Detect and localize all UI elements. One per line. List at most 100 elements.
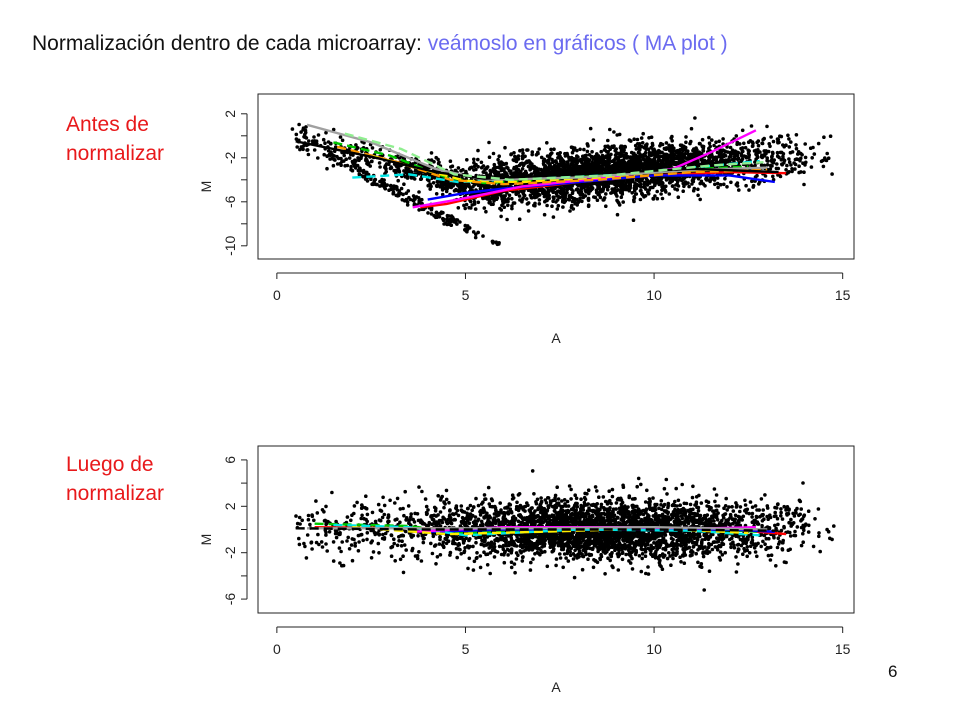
data-point: [797, 164, 801, 168]
data-point: [778, 134, 782, 138]
data-point: [306, 152, 311, 157]
data-point: [476, 230, 481, 235]
data-point: [824, 158, 829, 163]
y-tick-label: -6: [222, 195, 238, 208]
data-point: [596, 192, 600, 197]
data-point: [734, 134, 739, 138]
data-point: [681, 189, 685, 193]
data-point: [646, 192, 651, 196]
data-point: [710, 162, 714, 167]
data-point: [636, 146, 641, 150]
data-point: [680, 146, 684, 151]
data-point: [740, 128, 745, 133]
x-tick-label: 15: [835, 287, 851, 303]
data-point: [491, 241, 495, 245]
data-point: [512, 165, 517, 170]
data-point: [787, 137, 791, 141]
data-point: [749, 124, 754, 128]
data-point: [437, 542, 442, 546]
data-point: [469, 186, 473, 191]
data-point: [563, 154, 568, 158]
data-point: [630, 160, 635, 165]
data-point: [647, 136, 651, 140]
data-point: [684, 140, 688, 145]
data-point: [698, 197, 702, 202]
data-point: [707, 146, 711, 151]
data-point: [619, 161, 623, 165]
data-point: [472, 160, 476, 165]
data-point: [640, 556, 644, 561]
data-point: [496, 170, 501, 175]
data-point: [459, 504, 464, 508]
data-point: [583, 183, 588, 188]
data-point: [549, 147, 553, 152]
data-point: [586, 144, 590, 148]
data-point: [698, 181, 702, 186]
data-point: [482, 206, 487, 210]
data-point: [779, 150, 784, 155]
data-point: [649, 151, 653, 156]
data-point: [472, 157, 476, 162]
data-point: [578, 196, 582, 200]
data-point: [623, 153, 628, 157]
data-point: [456, 206, 461, 210]
data-point: [494, 197, 499, 201]
data-point: [383, 186, 388, 191]
panel-label-line2: normalizar: [66, 482, 165, 505]
data-point: [482, 493, 487, 497]
data-point: [502, 205, 507, 209]
data-point: [476, 200, 481, 205]
data-point: [476, 148, 480, 153]
data-point: [323, 141, 327, 145]
data-point: [467, 182, 471, 187]
data-point: [352, 504, 357, 508]
data-point: [723, 176, 727, 181]
data-point: [473, 207, 478, 211]
data-point: [794, 143, 798, 147]
data-point: [691, 149, 696, 153]
data-point: [627, 184, 631, 188]
data-point: [751, 144, 755, 148]
data-point: [513, 155, 518, 159]
data-point: [484, 209, 488, 214]
data-point: [500, 197, 504, 201]
data-point: [561, 162, 566, 166]
data-point: [786, 133, 790, 138]
data-point: [388, 498, 392, 503]
data-point: [771, 174, 775, 179]
data-point: [799, 170, 803, 174]
data-point: [512, 151, 516, 155]
data-point: [635, 142, 640, 146]
data-point: [787, 160, 792, 164]
data-point: [408, 169, 413, 173]
data-point: [582, 163, 586, 168]
data-point: [768, 144, 772, 149]
data-point: [492, 166, 497, 170]
data-point: [701, 148, 705, 153]
data-point: [350, 558, 355, 563]
data-point: [675, 188, 680, 192]
data-point: [794, 133, 799, 137]
data-point: [407, 195, 411, 200]
data-point: [799, 543, 804, 548]
data-point: [660, 185, 664, 189]
data-point: [471, 230, 476, 234]
data-point: [655, 189, 659, 194]
data-point: [509, 169, 513, 173]
data-point: [542, 189, 546, 193]
data-point: [365, 537, 369, 542]
data-point: [595, 198, 600, 202]
data-point: [612, 181, 616, 186]
data-point: [624, 181, 628, 185]
data-point: [633, 183, 637, 188]
data-point: [509, 560, 514, 564]
data-point: [611, 145, 615, 150]
data-point: [634, 192, 639, 196]
data-point: [490, 498, 495, 503]
data-point: [631, 218, 636, 222]
data-point: [816, 141, 821, 146]
data-point: [539, 155, 544, 160]
data-point: [388, 166, 393, 171]
data-point: [610, 164, 615, 168]
data-point: [567, 184, 572, 189]
